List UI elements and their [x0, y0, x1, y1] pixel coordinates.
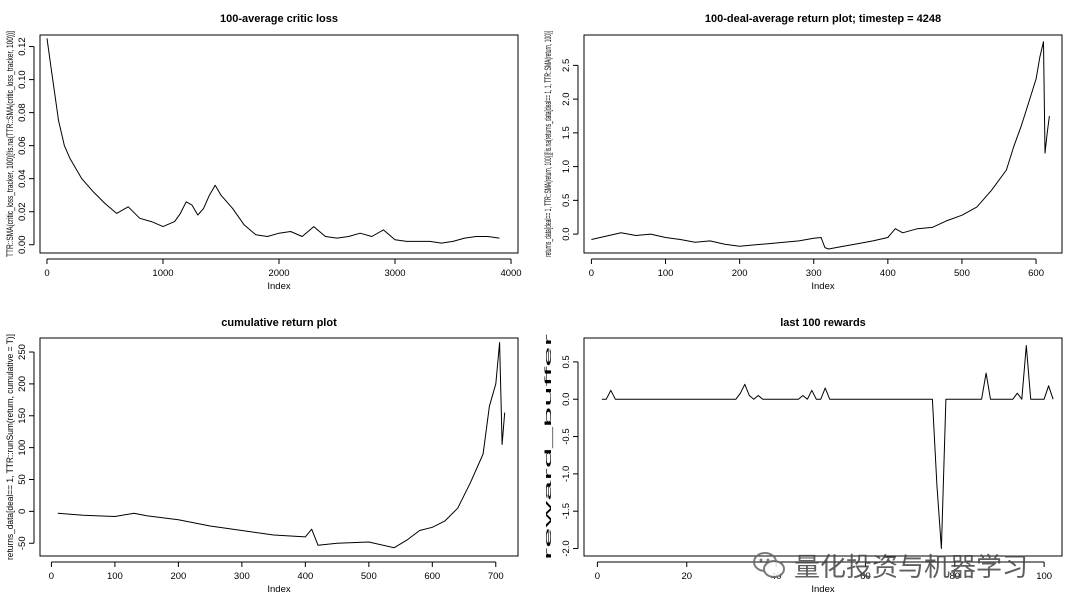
x-axis-label: Index	[811, 584, 834, 595]
x-axis-label: Index	[267, 584, 290, 595]
y-tick-label: 200	[17, 376, 28, 392]
y-tick-label: 0.0	[561, 393, 572, 406]
y-tick-label: 0.04	[17, 169, 28, 188]
chart-title: last 100 rewards	[780, 317, 866, 329]
y-tick-label: 0.5	[561, 194, 572, 207]
y-tick-label: -50	[17, 536, 28, 550]
y-tick-label: 50	[17, 474, 28, 485]
x-tick-label: 400	[297, 571, 313, 582]
chart-title: 100-average critic loss	[220, 13, 338, 25]
plot-frame	[39, 337, 519, 557]
chart-4: last 100 rewards020406080100Index-2.0-1.…	[543, 317, 1063, 595]
y-tick-label: 1.5	[561, 126, 572, 139]
y-axis-label: returns_data[deal== 1, TTR::runSum(retur…	[5, 334, 16, 560]
plot-frame	[583, 34, 1063, 254]
x-tick-label: 60	[860, 571, 871, 582]
chart-title: 100-deal-average return plot; timestep =…	[705, 13, 941, 25]
watermark: 量化投资与机器学习	[752, 548, 1029, 583]
y-tick-label: 1.0	[561, 160, 572, 173]
y-tick-label: 0.02	[17, 202, 28, 221]
plot-frame	[39, 34, 519, 254]
y-axis-label: returns_data[deal== 1, TTR::SMA(return, …	[543, 31, 554, 257]
y-axis-label: TTR::SMA(critic_loss_tracker, 100)[!is.n…	[5, 31, 16, 257]
x-tick-label: 300	[806, 268, 822, 279]
y-tick-label: 0.06	[17, 136, 28, 155]
x-tick-label: 300	[234, 571, 250, 582]
series-line	[591, 41, 1050, 250]
y-tick-label: 0.5	[561, 355, 572, 368]
x-tick-label: 100	[107, 571, 123, 582]
series-line	[57, 342, 506, 549]
y-tick-label: -0.5	[561, 428, 572, 444]
x-tick-label: 20	[681, 571, 692, 582]
x-axis-label: Index	[267, 281, 290, 292]
wechat-icon	[753, 552, 785, 578]
x-tick-label: 700	[488, 571, 504, 582]
x-tick-label: 500	[954, 268, 970, 279]
x-tick-label: 0	[589, 268, 594, 279]
y-tick-label: 2.5	[561, 59, 572, 72]
x-tick-label: 80	[949, 571, 960, 582]
x-tick-label: 1000	[152, 268, 173, 279]
x-tick-label: 2000	[268, 268, 289, 279]
x-tick-label: 0	[44, 268, 49, 279]
plot-frame	[583, 337, 1063, 557]
y-tick-label: 2.0	[561, 93, 572, 106]
y-tick-label: 0.00	[17, 235, 28, 254]
x-tick-label: 200	[732, 268, 748, 279]
chart-2: 100-deal-average return plot; timestep =…	[543, 13, 1063, 292]
x-tick-label: 600	[424, 571, 440, 582]
chart-title: cumulative return plot	[221, 317, 337, 329]
y-tick-label: 0	[17, 509, 28, 514]
y-tick-label: 150	[17, 408, 28, 424]
y-tick-label: 250	[17, 344, 28, 360]
series-line	[46, 38, 500, 244]
x-tick-label: 200	[170, 571, 186, 582]
x-tick-label: 600	[1028, 268, 1044, 279]
y-tick-label: -2.0	[561, 540, 572, 556]
y-tick-label: -1.5	[561, 503, 572, 519]
x-axis-label: Index	[811, 281, 834, 292]
x-tick-label: 100	[658, 268, 674, 279]
x-tick-label: 500	[361, 571, 377, 582]
y-tick-label: 0.0	[561, 227, 572, 240]
x-tick-label: 0	[595, 571, 600, 582]
y-axis-label: reward_buffer	[543, 334, 554, 560]
x-tick-label: 0	[49, 571, 54, 582]
y-tick-label: 0.10	[17, 70, 28, 89]
x-tick-label: 4000	[500, 268, 521, 279]
y-tick-label: 100	[17, 440, 28, 456]
x-tick-label: 400	[880, 268, 896, 279]
watermark-text: 量化投资与机器学习	[794, 552, 1029, 583]
series-line	[601, 345, 1054, 549]
chart-1: 100-average critic loss 0 1000 2000 3000 4000…	[5, 13, 522, 292]
x-tick-label: 100	[1036, 571, 1052, 582]
x-tick-label: 3000	[384, 268, 405, 279]
y-tick-label: 0.12	[17, 37, 28, 56]
y-tick-label: 0.08	[17, 103, 28, 122]
y-tick-label: -1.0	[561, 466, 572, 482]
